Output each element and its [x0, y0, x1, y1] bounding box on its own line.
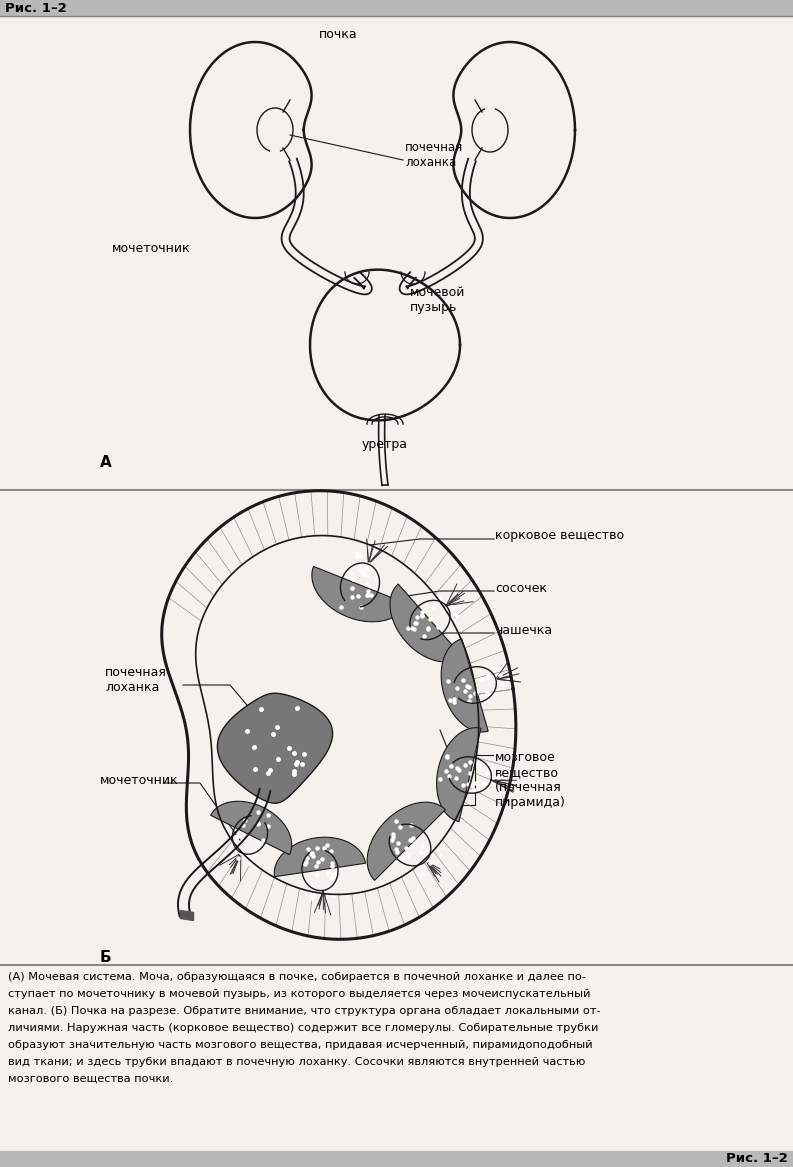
Text: мочевой
пузырь: мочевой пузырь [410, 286, 465, 314]
Polygon shape [390, 584, 462, 662]
Text: сосочек: сосочек [495, 581, 547, 594]
Polygon shape [437, 728, 481, 822]
Polygon shape [217, 693, 332, 803]
Polygon shape [211, 802, 292, 854]
Text: образуют значительную часть мозгового вещества, придавая исчерченный, пирамидопо: образуют значительную часть мозгового ве… [8, 1040, 592, 1050]
Text: А: А [100, 455, 112, 470]
Text: мочеточник: мочеточник [112, 242, 190, 254]
Text: Б: Б [100, 950, 112, 965]
Text: (A) Мочевая система. Моча, образующаяся в почке, собирается в почечной лоханке и: (A) Мочевая система. Моча, образующаяся … [8, 972, 586, 981]
Text: личиями. Наружная часть (корковое вещество) содержит все гломерулы. Собирательны: личиями. Наружная часть (корковое вещест… [8, 1023, 599, 1033]
Text: почечная
лоханка: почечная лоханка [105, 666, 167, 694]
Text: уретра: уретра [362, 438, 408, 450]
Polygon shape [441, 638, 488, 732]
Text: мочеточник: мочеточник [100, 774, 178, 787]
Text: почечная
лоханка: почечная лоханка [405, 141, 463, 169]
Text: вид ткани; и здесь трубки впадают в почечную лоханку. Сосочки являются внутренне: вид ткани; и здесь трубки впадают в поче… [8, 1057, 585, 1067]
Polygon shape [162, 490, 516, 939]
Text: чашечка: чашечка [495, 623, 552, 636]
Text: канал. (Б) Почка на разрезе. Обратите внимание, что структура органа обладает ло: канал. (Б) Почка на разрезе. Обратите вн… [8, 1006, 600, 1016]
Text: мозгового вещества почки.: мозгового вещества почки. [8, 1074, 173, 1084]
Polygon shape [274, 837, 366, 876]
Text: мозговое
вещество
(почечная
пирамида): мозговое вещество (почечная пирамида) [495, 752, 566, 809]
Polygon shape [312, 566, 407, 622]
Polygon shape [367, 802, 446, 880]
Text: корковое вещество: корковое вещество [495, 530, 624, 543]
Text: Рис. 1–2: Рис. 1–2 [5, 1, 67, 14]
Text: почка: почка [319, 28, 358, 41]
Text: Рис. 1–2: Рис. 1–2 [726, 1153, 788, 1166]
Text: ступает по мочеточнику в мочевой пузырь, из которого выделяется через мочеиспуск: ступает по мочеточнику в мочевой пузырь,… [8, 988, 591, 999]
